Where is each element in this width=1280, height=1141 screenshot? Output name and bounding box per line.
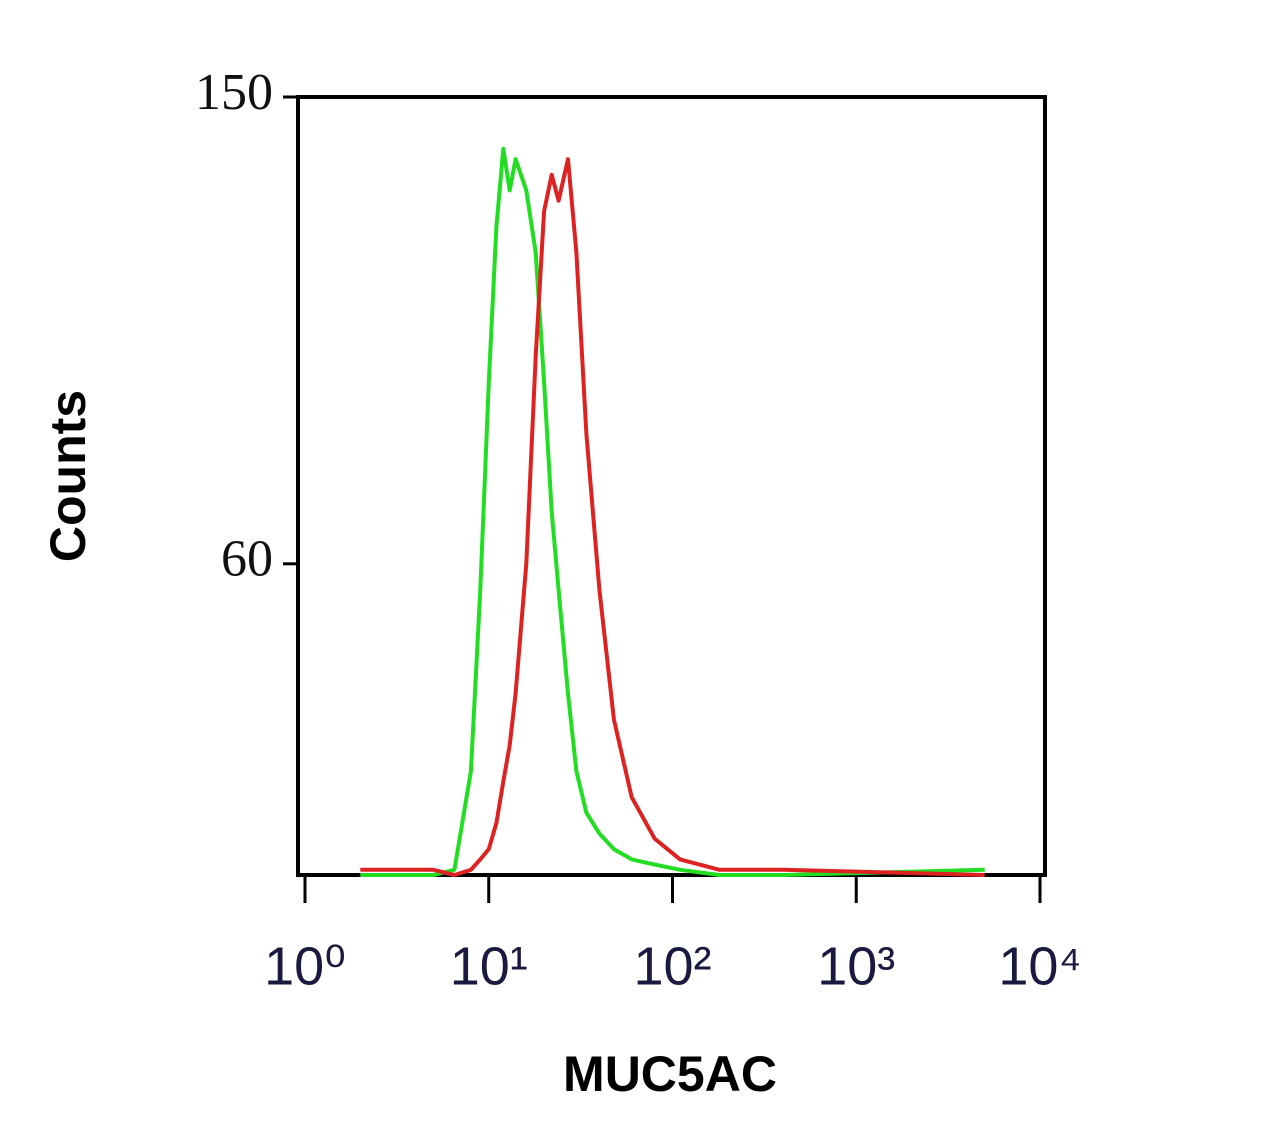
series-line xyxy=(360,157,985,877)
y-tick-label: 60 xyxy=(221,531,273,588)
plot-frame xyxy=(296,95,1047,877)
y-tick-label: 150 xyxy=(195,64,273,121)
x-tick-label: 10⁴ xyxy=(998,936,1081,996)
x-tick-label: 10¹ xyxy=(450,936,528,996)
x-tick-label: 10³ xyxy=(817,936,895,996)
series-line xyxy=(360,146,985,877)
x-tick-label: 10² xyxy=(633,936,711,996)
x-tick-label: 10⁰ xyxy=(264,936,346,996)
y-axis-label: Counts xyxy=(40,390,96,562)
x-axis-label: MUC5AC xyxy=(563,1046,777,1102)
